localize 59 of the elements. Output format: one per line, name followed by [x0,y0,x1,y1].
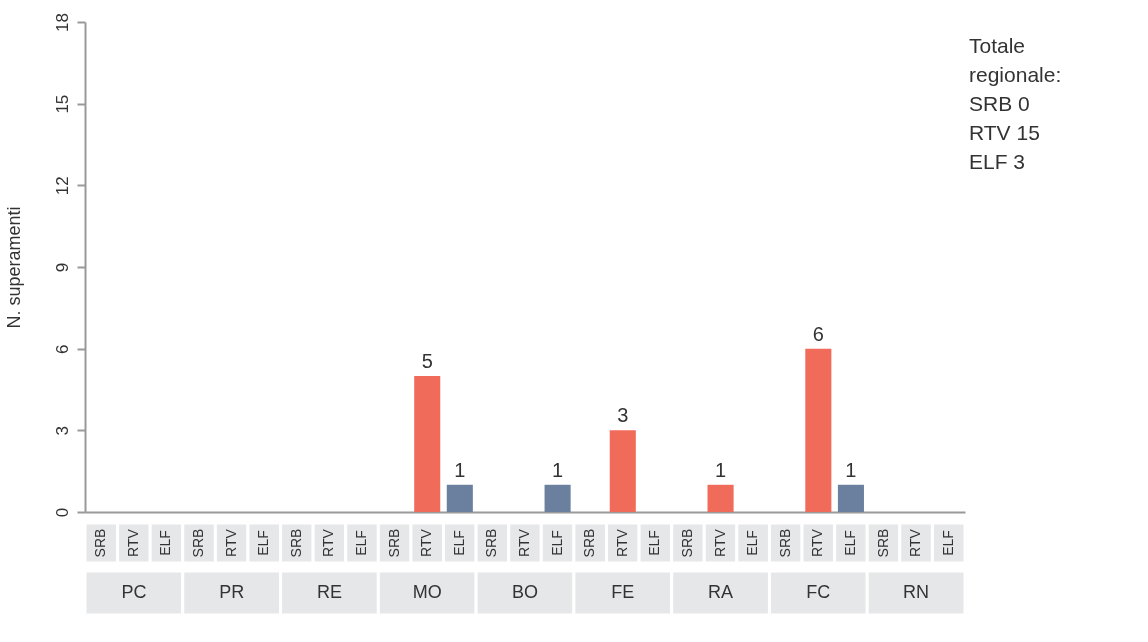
bar [805,348,832,512]
x-tick-label: RTV [711,528,728,557]
data-label: 1 [845,458,857,481]
bar [544,484,571,512]
x-tick-label: RTV [418,528,435,557]
data-label: 1 [552,458,564,481]
y-tick-label: 12 [52,176,72,196]
text: MO [412,582,442,602]
bar [609,430,636,512]
y-tick-label: 0 [52,507,72,518]
x-tick-label: SRB [385,528,402,558]
x-tick-label: SRB [92,528,109,558]
x-tick-label: SRB [190,528,207,558]
text: FC [806,582,831,602]
text: RN [903,582,930,602]
x-tick-label: ELF [841,530,858,556]
x-tick-label: RTV [809,528,826,557]
text: PR [219,582,245,602]
data-label: 5 [421,349,433,372]
data-label: 1 [454,458,466,481]
x-tick-label: ELF [353,530,370,556]
y-tick-label: 9 [52,262,72,273]
x-tick-label: SRB [776,528,793,558]
y-axis-title: N. superamenti [3,206,24,329]
x-tick-label: SRB [483,528,500,558]
x-tick-label: ELF [255,530,272,556]
x-tick-label: SRB [581,528,598,558]
x-tick-label: ELF [450,530,467,556]
y-tick-label: 3 [52,426,72,436]
x-tick-label: SRB [874,528,891,558]
x-tick-label: ELF [939,530,956,556]
bar [837,484,864,512]
x-tick-label: RTV [222,528,239,557]
x-tick-label: ELF [646,530,663,556]
x-tick-label: RTV [613,528,630,557]
data-label: 1 [714,458,727,481]
text: RE [316,582,342,602]
y-tick-label: 6 [52,344,72,354]
bar [446,484,473,512]
x-tick-label: RTV [907,528,924,557]
bar [707,484,734,512]
text: PC [121,582,147,602]
bar [414,375,441,512]
text: FE [611,582,635,602]
x-tick-label: RTV [320,528,337,557]
x-tick-label: RTV [124,528,141,557]
y-tick-label: 18 [52,13,72,32]
x-tick-label: SRB [678,528,695,558]
y-tick-label: 15 [52,94,72,114]
x-tick-label: SRB [287,528,304,558]
data-label: 6 [812,322,824,345]
data-label: 3 [617,404,629,427]
x-tick-label: ELF [744,530,761,556]
text: BO [511,582,539,602]
x-tick-label: RTV [516,528,532,557]
x-tick-label: ELF [157,530,174,556]
x-tick-label: ELF [548,530,565,556]
text: Totale regionale: SRB 0 RTV 15 ELF 3 [969,34,1062,173]
text: RA [708,582,734,602]
